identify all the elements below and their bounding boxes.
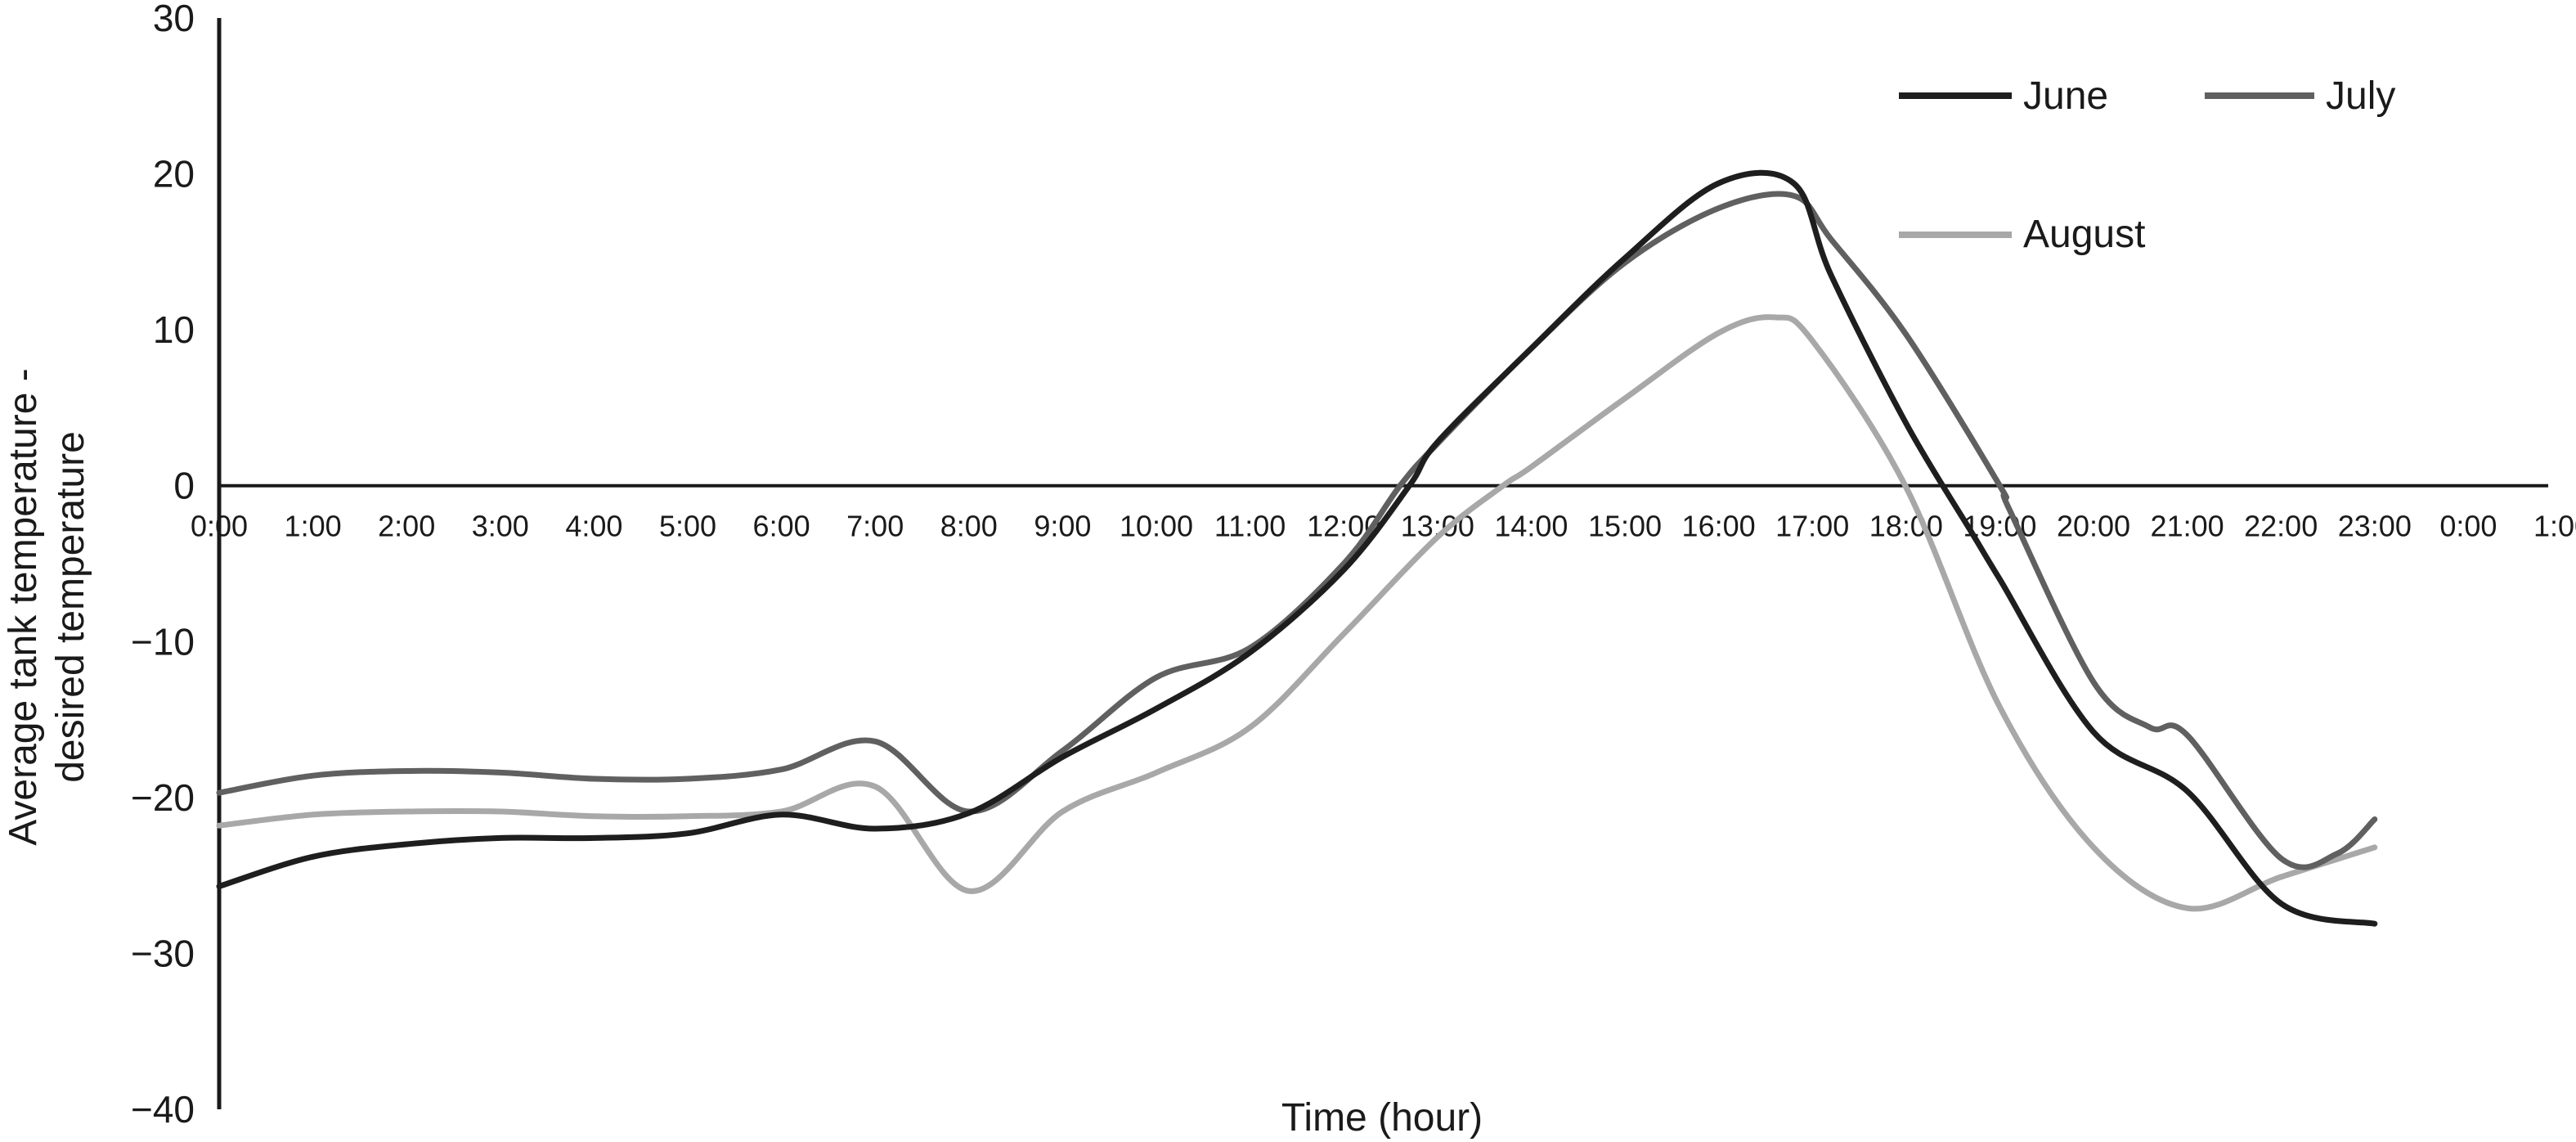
y-axis-title-line-2: desired temperature (49, 431, 92, 783)
y-tick-label: 0 (173, 465, 195, 507)
x-tick-label: 16:00 (1682, 510, 1756, 543)
y-tick-label: −40 (131, 1088, 195, 1131)
x-axis-title: Time (hour) (1281, 1096, 1483, 1140)
y-tick-label: −20 (131, 776, 195, 819)
x-tick-label: 15:00 (1588, 510, 1662, 543)
x-tick-labels: 0:00 1:00 2:00 3:00 4:00 5:00 6:00 7:00 8:00 9:00… (191, 510, 2576, 543)
legend-label-august: August (2023, 213, 2145, 256)
x-tick-label: 21:00 (2151, 510, 2224, 543)
y-tick-label: 20 (153, 153, 195, 196)
x-tick-label: 9:00 (1034, 510, 1091, 543)
legend-label-july: July (2326, 74, 2395, 118)
x-tick-label: 1:00 (285, 510, 342, 543)
series-line-august (216, 314, 2378, 912)
series-lines (216, 169, 2378, 927)
x-tick-label: 17:00 (1775, 510, 1849, 543)
x-tick-label: 6:00 (753, 510, 810, 543)
x-tick-label: 20:00 (2057, 510, 2130, 543)
x-tick-label: 14:00 (1494, 510, 1568, 543)
x-tick-label: 3:00 (472, 510, 529, 543)
x-tick-label: 5:00 (659, 510, 716, 543)
x-tick-label: 0:00 (2439, 510, 2497, 543)
y-tick-label: 10 (153, 308, 195, 351)
y-axis-title-line-1: Average tank temperature - (2, 368, 45, 845)
x-tick-label: 22:00 (2244, 510, 2318, 543)
y-tick-label: 30 (153, 0, 195, 39)
x-tick-label: 8:00 (940, 510, 998, 543)
x-tick-label: 4:00 (565, 510, 622, 543)
y-axis-title: Average tank temperature - desired tempe… (2, 368, 92, 845)
x-tick-label: 1:00 (2533, 510, 2576, 543)
x-tick-label: 11:00 (1214, 510, 1286, 543)
y-tick-label: −30 (131, 932, 195, 974)
x-tick-label: 0:00 (191, 510, 248, 543)
x-tick-label: 7:00 (846, 510, 904, 543)
legend-label-june: June (2023, 74, 2108, 118)
axes (217, 18, 2548, 1109)
x-tick-label: 10:00 (1120, 510, 1193, 543)
legend: June July August (1899, 74, 2395, 256)
series-line-june (216, 169, 2378, 927)
series-line-july (216, 191, 2378, 870)
x-tick-label: 23:00 (2338, 510, 2412, 543)
y-tick-label: −10 (131, 620, 195, 663)
y-tick-labels: 30 20 10 0 −10 −20 −30 −40 (131, 0, 195, 1131)
x-tick-label: 2:00 (378, 510, 435, 543)
